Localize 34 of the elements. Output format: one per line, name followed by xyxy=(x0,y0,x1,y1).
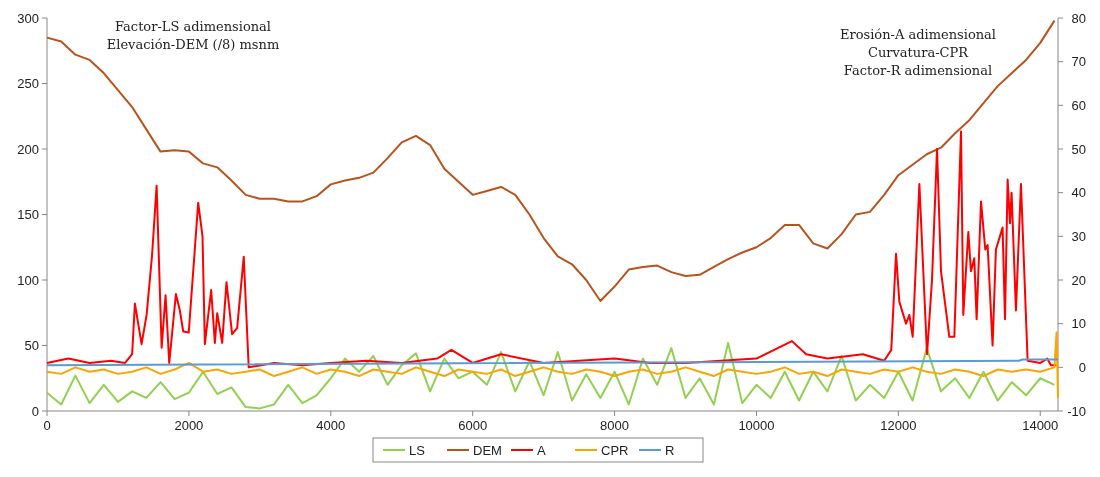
y-tick-label: 50 xyxy=(24,338,39,353)
line-series xyxy=(46,19,1056,302)
y-tick-label: 100 xyxy=(17,272,39,288)
y-tick-label: 150 xyxy=(17,207,39,222)
y2-tick-label: 60 xyxy=(1071,97,1086,113)
legend-label: A xyxy=(537,443,546,458)
x-tick-label: 10000 xyxy=(738,418,775,433)
legend-label: DEM xyxy=(473,443,502,458)
y-axis-title: Factor-LS adimensional Elevación-DEM (/8) msnm xyxy=(106,19,280,52)
y-tick-label: 300 xyxy=(17,10,39,26)
x-tick-label: 2000 xyxy=(174,418,204,433)
y2-tick-label: 10 xyxy=(1071,316,1086,332)
x-tick-label: 0 xyxy=(43,418,51,433)
y2-tick-label: 20 xyxy=(1071,272,1086,288)
y-tick-label: 250 xyxy=(17,76,39,91)
x-tick-label: 14000 xyxy=(1022,418,1059,433)
line-series xyxy=(46,331,1059,399)
legend-label: CPR xyxy=(601,443,629,458)
x-tick-label: 4000 xyxy=(316,418,346,433)
y-tick-label: 0 xyxy=(31,403,39,419)
y2-tick-label: 0 xyxy=(1078,359,1086,375)
x-tick-label: 8000 xyxy=(600,418,630,433)
y-tick-label: 200 xyxy=(17,141,39,157)
y2-tick-label: 30 xyxy=(1071,228,1086,244)
legend-label: LS xyxy=(409,443,426,458)
y2-axis-title: Erosión-A adimensional Curvatura-CPR Factor-R adimensional xyxy=(839,27,997,78)
y2-tick-label: 80 xyxy=(1071,10,1086,26)
y2-tick-label: -10 xyxy=(1067,403,1086,419)
y2-tick-label: 40 xyxy=(1071,185,1086,201)
y2-tick-label: 70 xyxy=(1071,54,1086,70)
x-tick-label: 12000 xyxy=(880,418,917,433)
x-tick-label: 6000 xyxy=(458,418,488,433)
legend-label: R xyxy=(665,443,675,458)
y2-tick-label: 50 xyxy=(1071,141,1086,157)
